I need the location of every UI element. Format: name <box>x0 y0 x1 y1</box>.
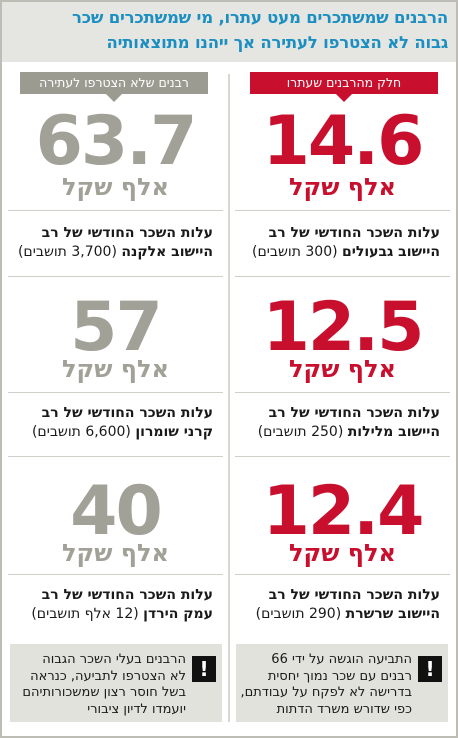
description-line-1: עלות השכר החודשי של רב <box>268 225 440 241</box>
divider-line <box>235 574 450 575</box>
salary-unit: אלף שקל <box>62 173 169 201</box>
divider-line <box>235 392 450 393</box>
salary-value: 57 <box>70 288 163 367</box>
non-petitioners-label: רבנים שלא הצטרפו לעתירה <box>20 72 208 102</box>
note-text: הרבנים בעלי השכר הגבוה לא הצטרפו לתביעה,… <box>14 652 186 718</box>
header: הרבנים שמשתכרים מעט עתרו, מי שמשתכרים שכ… <box>2 2 456 62</box>
settlement-name: קרני שומרון <box>135 424 213 440</box>
population: (3,700 תושבים) <box>17 244 117 260</box>
salary-description: עלות השכר החודשי של רב היישוב שרשרת (290… <box>235 586 440 624</box>
population: (300 תושבים) <box>252 244 338 260</box>
headline-line-2: גבוה לא הצטרפו לעתירה אך ייהנו מתוצאותיה <box>106 33 448 52</box>
divider-line <box>235 210 450 211</box>
non-petitioners-note: ! הרבנים בעלי השכר הגבוה לא הצטרפו לתביע… <box>10 644 222 722</box>
settlement-name: היישוב אלקנה <box>121 244 213 260</box>
petitioners-note: ! התביעה הוגשה על ידי 66 רבנים עם שכר נמ… <box>236 644 448 722</box>
petitioners-label-text: חלק מהרבנים שעתרו <box>286 75 402 90</box>
description-line-1: עלות השכר החודשי של רב <box>41 587 213 603</box>
description-line-2: היישוב מלילות (250 תושבים) <box>235 423 440 442</box>
salary-description: עלות השכר החודשי של רב היישוב מלילות (25… <box>235 404 440 442</box>
salary-value: 40 <box>70 472 163 551</box>
note-line: בשל חוסר רצון שמשכורותיהם <box>22 685 186 700</box>
alert-icon: ! <box>192 656 216 682</box>
note-line: לא הצטרפו לתביעה, כנראה <box>30 668 186 684</box>
divider-line <box>8 456 223 457</box>
petitioners-column: חלק מהרבנים שעתרו 14.6 אלף שקל עלות השכר… <box>229 62 456 722</box>
description-line-2: עמק הירדן (12 אלף תושבים) <box>8 605 213 624</box>
petitioners-label: חלק מהרבנים שעתרו <box>250 72 438 102</box>
description-line-2: קרני שומרון (6,600 תושבים) <box>8 423 213 442</box>
salary-value: 14.6 <box>262 102 425 181</box>
divider-line <box>8 574 223 575</box>
population: (250 תושבים) <box>257 424 344 440</box>
note-line: בדרישה לא לפקח על עבודתם, <box>240 685 412 700</box>
description-line-2: היישוב אלקנה (3,700 תושבים) <box>8 243 213 262</box>
divider-line <box>235 276 450 277</box>
salary-description: עלות השכר החודשי של רב היישוב גבעולים (3… <box>235 224 440 262</box>
note-line: כפי שדורש משרד הדתות <box>276 701 412 717</box>
settlement-name: עמק הירדן <box>143 606 213 622</box>
non-petitioners-label-text: רבנים שלא הצטרפו לעתירה <box>39 75 189 90</box>
note-line: יועמדו לדיון ציבורי <box>87 701 186 717</box>
non-petitioners-column: רבנים שלא הצטרפו לעתירה 63.7 אלף שקל עלו… <box>2 62 229 722</box>
divider-line <box>8 392 223 393</box>
description-line-1: עלות השכר החודשי של רב <box>268 405 440 421</box>
salary-unit: אלף שקל <box>289 539 396 567</box>
salary-description: עלות השכר החודשי של רב היישוב אלקנה (3,7… <box>8 224 213 262</box>
divider-line <box>235 456 450 457</box>
salary-unit: אלף שקל <box>289 355 396 383</box>
salary-unit: אלף שקל <box>62 355 169 383</box>
salary-value: 12.5 <box>262 288 425 367</box>
settlement-name: היישוב שרשרת <box>345 606 440 622</box>
down-arrow-icon <box>336 94 352 102</box>
population: (6,600 תושבים) <box>31 424 131 440</box>
description-line-1: עלות השכר החודשי של רב <box>41 405 213 421</box>
salary-description: עלות השכר החודשי של רב קרני שומרון (6,60… <box>8 404 213 442</box>
salary-value: 63.7 <box>35 102 198 181</box>
description-line-2: היישוב שרשרת (290 תושבים) <box>235 605 440 624</box>
description-line-2: היישוב גבעולים (300 תושבים) <box>235 243 440 262</box>
population: (290 תושבים) <box>255 606 342 622</box>
settlement-name: היישוב גבעולים <box>342 244 440 260</box>
salary-unit: אלף שקל <box>289 173 396 201</box>
alert-icon: ! <box>418 656 442 682</box>
description-line-1: עלות השכר החודשי של רב <box>268 587 440 603</box>
note-line: רבנים עם שכר נמוך יחסית <box>267 668 412 684</box>
note-text: התביעה הוגשה על ידי 66 רבנים עם שכר נמוך… <box>240 652 412 718</box>
divider-line <box>8 210 223 211</box>
settlement-name: היישוב מלילות <box>347 424 440 440</box>
headline-line-1: הרבנים שמשתכרים מעט עתרו, מי שמשתכרים שכ… <box>72 8 448 27</box>
down-arrow-icon <box>106 94 122 102</box>
salary-value: 12.4 <box>262 472 425 551</box>
population: (12 אלף תושבים) <box>31 606 139 622</box>
divider-line <box>8 276 223 277</box>
description-line-1: עלות השכר החודשי של רב <box>41 225 213 241</box>
note-line: התביעה הוגשה על ידי 66 <box>271 652 412 667</box>
salary-unit: אלף שקל <box>62 539 169 567</box>
note-line: הרבנים בעלי השכר הגבוה <box>42 652 186 667</box>
column-divider <box>228 74 230 722</box>
salary-description: עלות השכר החודשי של רב עמק הירדן (12 אלף… <box>8 586 213 624</box>
